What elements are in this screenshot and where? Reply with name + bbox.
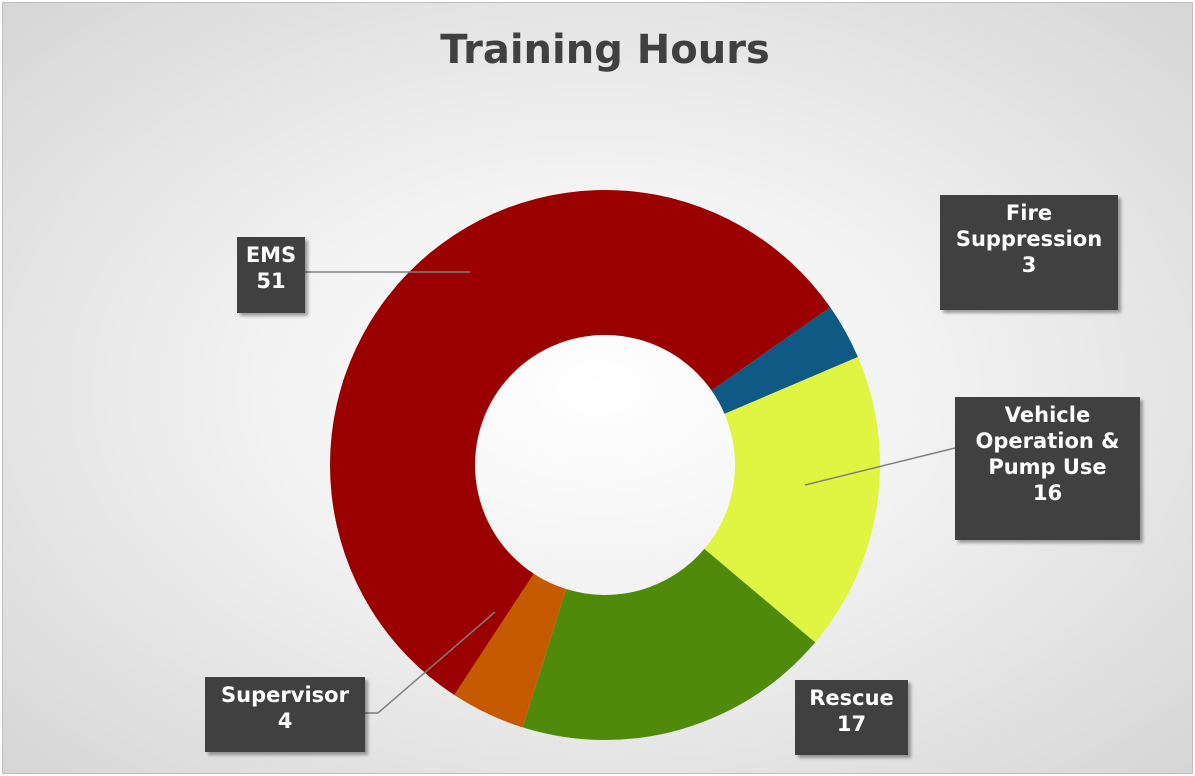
value-label: 16 <box>1032 481 1063 505</box>
donut-segment <box>711 307 858 414</box>
donut-segment <box>704 356 881 643</box>
category-label: Vehicle Operation & Pump Use <box>975 403 1120 479</box>
data-label: EMS 51 <box>237 237 305 313</box>
category-label: EMS <box>245 243 297 267</box>
category-label: Fire Suppression <box>955 201 1103 251</box>
category-label: Rescue <box>809 686 894 710</box>
category-label: Supervisor <box>221 683 349 707</box>
data-label: Fire Suppression 3 <box>940 195 1118 310</box>
chart-title: Training Hours <box>440 27 770 73</box>
donut-segment <box>522 548 816 740</box>
value-label: 17 <box>836 712 867 736</box>
value-label: 51 <box>256 269 286 293</box>
donut-segment <box>329 189 831 696</box>
leader-line <box>804 447 956 486</box>
leader-line <box>365 611 496 714</box>
data-label: Rescue 17 <box>795 680 908 755</box>
data-label: Supervisor 4 <box>205 677 365 752</box>
data-label: Vehicle Operation & Pump Use 16 <box>955 397 1140 540</box>
value-label: 4 <box>277 709 293 733</box>
donut-segment <box>454 573 567 728</box>
value-label: 3 <box>1021 253 1037 277</box>
